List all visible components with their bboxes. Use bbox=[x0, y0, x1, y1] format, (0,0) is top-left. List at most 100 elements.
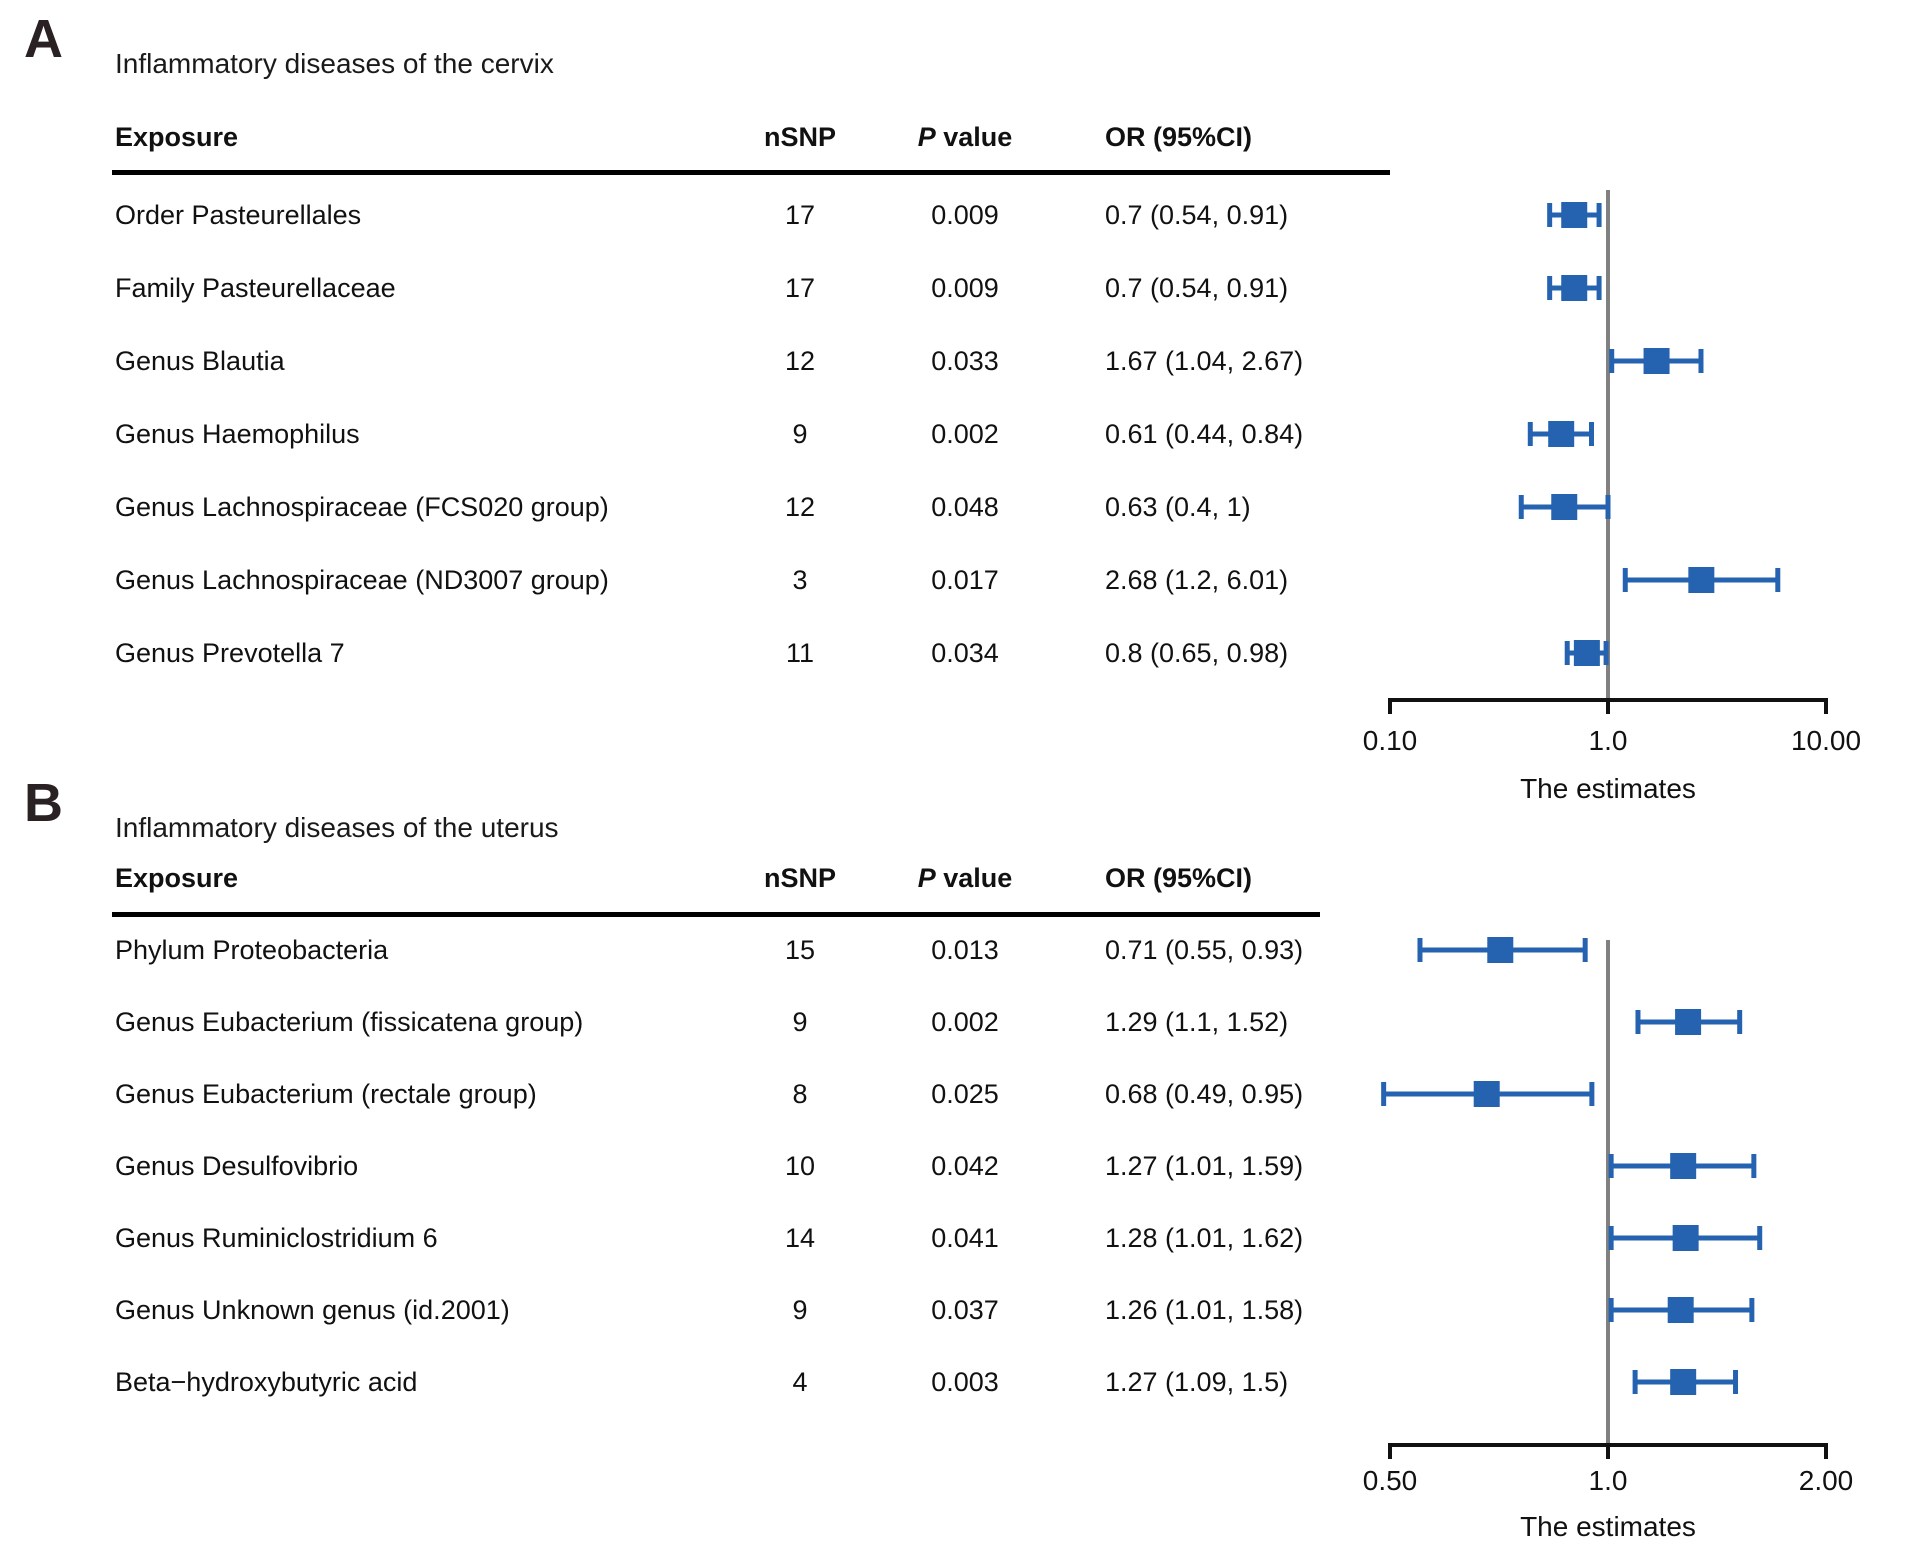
row-nsnp: 14 bbox=[784, 1223, 816, 1253]
row-pvalue: 0.003 bbox=[931, 1367, 999, 1397]
col-header-nsnp: nSNP bbox=[763, 122, 836, 152]
row-pvalue: 0.009 bbox=[931, 200, 999, 230]
or-point-square bbox=[1573, 640, 1600, 666]
x-tick-label: 10.00 bbox=[1791, 725, 1861, 756]
row-pvalue: 0.034 bbox=[931, 638, 999, 668]
row-or-ci: 2.68 (1.2, 6.01) bbox=[1105, 565, 1289, 595]
x-tick-label: 0.50 bbox=[1363, 1465, 1418, 1496]
col-header-nsnp: nSNP bbox=[763, 863, 836, 893]
or-point-square bbox=[1667, 1297, 1694, 1323]
forest-marker bbox=[1527, 421, 1594, 447]
or-point-square bbox=[1551, 494, 1578, 520]
or-point-square bbox=[1643, 348, 1670, 374]
row-exposure: Beta−hydroxybutyric acid bbox=[115, 1367, 418, 1397]
row-exposure: Genus Blautia bbox=[115, 346, 285, 376]
row-exposure: Phylum Proteobacteria bbox=[115, 935, 389, 965]
row-exposure: Genus Ruminiclostridium 6 bbox=[115, 1223, 438, 1253]
row-nsnp: 3 bbox=[792, 565, 808, 595]
row-nsnp: 9 bbox=[792, 1007, 808, 1037]
or-point-square bbox=[1473, 1081, 1500, 1107]
row-exposure: Order Pasteurellales bbox=[115, 200, 362, 230]
forest-marker bbox=[1632, 1369, 1739, 1395]
table-row: Genus Eubacterium (rectale group) 8 0.02… bbox=[0, 1077, 1390, 1111]
col-header-exposure: Exposure bbox=[115, 122, 239, 152]
x-axis-label: The estimates bbox=[1520, 773, 1696, 804]
forest-marker bbox=[1547, 275, 1602, 301]
row-nsnp: 15 bbox=[784, 935, 816, 965]
table-row: Genus Lachnospiraceae (ND3007 group) 3 0… bbox=[0, 563, 1390, 597]
panel-a-letter: A bbox=[24, 9, 63, 69]
or-point-square bbox=[1487, 937, 1514, 963]
row-nsnp: 17 bbox=[784, 273, 816, 303]
row-exposure: Genus Prevotella 7 bbox=[115, 638, 345, 668]
table-header-rule bbox=[112, 912, 1320, 917]
forest-marker bbox=[1622, 567, 1781, 593]
forest-marker bbox=[1608, 1225, 1763, 1251]
forest-plot-A: 0.10 1.0 10.00 The estimates bbox=[1363, 190, 1861, 804]
row-or-ci: 1.27 (1.09, 1.5) bbox=[1105, 1367, 1289, 1397]
pvalue-rest: value bbox=[935, 122, 1013, 152]
row-pvalue: 0.009 bbox=[931, 273, 999, 303]
row-exposure: Genus Unknown genus (id.2001) bbox=[115, 1295, 510, 1325]
table-row: Beta−hydroxybutyric acid 4 0.003 1.27 (1… bbox=[0, 1365, 1390, 1399]
row-pvalue: 0.002 bbox=[931, 1007, 999, 1037]
forest-plot-B: 0.50 1.0 2.00 The estimates bbox=[1363, 937, 1853, 1542]
col-header-pvalue: P value bbox=[865, 120, 1065, 154]
col-header-exposure: Exposure bbox=[115, 863, 239, 893]
table-row: Phylum Proteobacteria 15 0.013 0.71 (0.5… bbox=[0, 933, 1390, 967]
panel-b-title: Inflammatory diseases of the uterus bbox=[115, 812, 559, 843]
row-or-ci: 0.61 (0.44, 0.84) bbox=[1105, 419, 1304, 449]
table-row: Genus Blautia 12 0.033 1.67 (1.04, 2.67) bbox=[0, 344, 1390, 378]
row-nsnp: 8 bbox=[792, 1079, 808, 1109]
col-header-or: OR (95%CI) bbox=[1105, 122, 1253, 152]
x-tick-label: 1.0 bbox=[1589, 1465, 1628, 1496]
forest-marker bbox=[1608, 1153, 1757, 1179]
col-header-pvalue: P value bbox=[865, 861, 1065, 895]
col-header-or: OR (95%CI) bbox=[1105, 863, 1253, 893]
forest-marker bbox=[1608, 1297, 1755, 1323]
forest-marker bbox=[1381, 1081, 1595, 1107]
x-axis-label: The estimates bbox=[1520, 1511, 1696, 1542]
row-nsnp: 9 bbox=[792, 419, 808, 449]
row-nsnp: 4 bbox=[792, 1367, 808, 1397]
table-row: Genus Ruminiclostridium 6 14 0.041 1.28 … bbox=[0, 1221, 1390, 1255]
row-nsnp: 10 bbox=[784, 1151, 816, 1181]
row-pvalue: 0.033 bbox=[931, 346, 999, 376]
row-or-ci: 0.63 (0.4, 1) bbox=[1105, 492, 1251, 522]
row-pvalue: 0.013 bbox=[931, 935, 999, 965]
or-point-square bbox=[1561, 202, 1588, 228]
pvalue-rest: value bbox=[935, 863, 1013, 893]
row-or-ci: 0.71 (0.55, 0.93) bbox=[1105, 935, 1304, 965]
row-or-ci: 1.26 (1.01, 1.58) bbox=[1105, 1295, 1304, 1325]
row-exposure: Genus Eubacterium (rectale group) bbox=[115, 1079, 537, 1109]
row-exposure: Genus Eubacterium (fissicatena group) bbox=[115, 1007, 584, 1037]
table-row: Genus Unknown genus (id.2001) 9 0.037 1.… bbox=[0, 1293, 1390, 1327]
row-nsnp: 9 bbox=[792, 1295, 808, 1325]
table-row: Family Pasteurellaceae 17 0.009 0.7 (0.5… bbox=[0, 271, 1390, 305]
row-exposure: Genus Lachnospiraceae (ND3007 group) bbox=[115, 565, 609, 595]
or-point-square bbox=[1548, 421, 1575, 447]
row-pvalue: 0.042 bbox=[931, 1151, 999, 1181]
panel-b-table-header: Exposure nSNP P value OR (95%CI) bbox=[0, 861, 1390, 895]
table-row: Genus Desulfovibrio 10 0.042 1.27 (1.01,… bbox=[0, 1149, 1390, 1183]
table-row: Genus Lachnospiraceae (FCS020 group) 12 … bbox=[0, 490, 1390, 524]
or-point-square bbox=[1670, 1369, 1697, 1395]
row-nsnp: 11 bbox=[785, 638, 815, 668]
x-tick-label: 0.10 bbox=[1363, 725, 1418, 756]
row-pvalue: 0.017 bbox=[931, 565, 999, 595]
row-pvalue: 0.041 bbox=[931, 1223, 999, 1253]
table-header-rule bbox=[112, 170, 1390, 175]
pvalue-p: P bbox=[917, 122, 936, 152]
row-or-ci: 0.68 (0.49, 0.95) bbox=[1105, 1079, 1304, 1109]
row-or-ci: 1.28 (1.01, 1.62) bbox=[1105, 1223, 1304, 1253]
x-tick-label: 1.0 bbox=[1589, 725, 1628, 756]
table-row: Order Pasteurellales 17 0.009 0.7 (0.54,… bbox=[0, 198, 1390, 232]
panel-a-title: Inflammatory diseases of the cervix bbox=[115, 48, 554, 79]
forest-marker bbox=[1564, 640, 1609, 666]
row-pvalue: 0.048 bbox=[931, 492, 999, 522]
row-pvalue: 0.002 bbox=[931, 419, 999, 449]
row-or-ci: 1.27 (1.01, 1.59) bbox=[1105, 1151, 1304, 1181]
row-nsnp: 12 bbox=[784, 346, 816, 376]
